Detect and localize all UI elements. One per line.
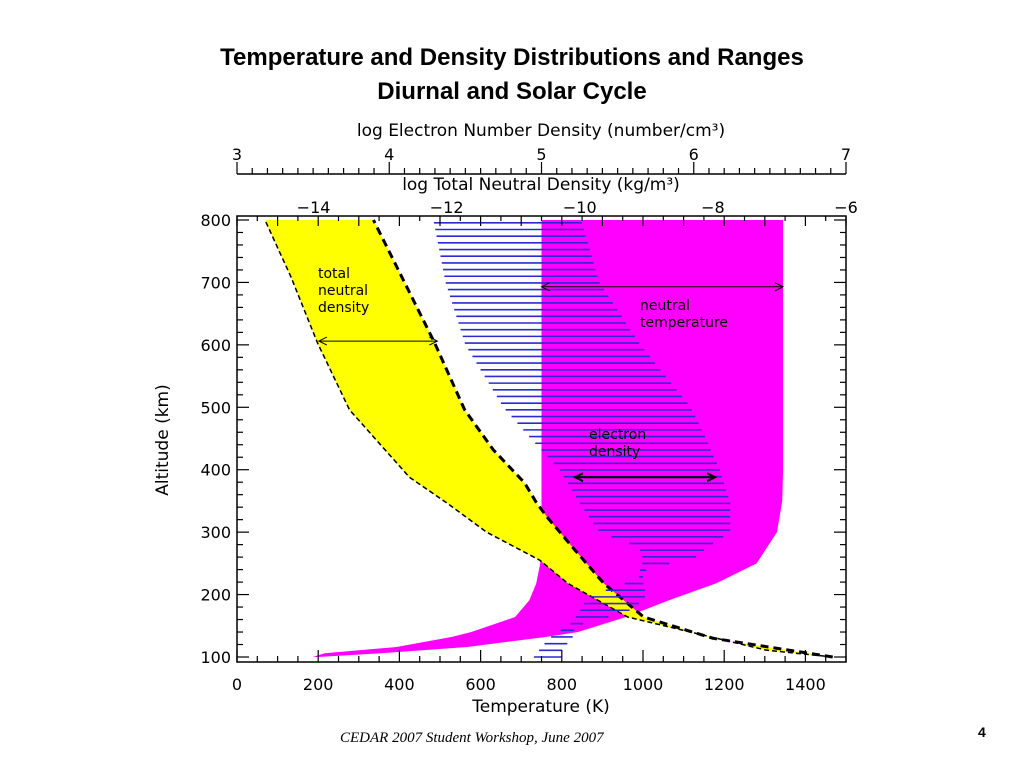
- top-electron-tick-label: 5: [536, 145, 546, 164]
- electron-density-range-arrow-head-left: [572, 472, 584, 483]
- x-tick-label: 800: [547, 675, 578, 694]
- y-tick-label: 500: [200, 398, 231, 417]
- slide-subtitle: Diurnal and Solar Cycle: [377, 78, 647, 105]
- electron-density-label-line: density: [589, 444, 640, 460]
- neutral-temperature-label-line: neutral: [640, 298, 690, 314]
- slide-title: Temperature and Density Distributions an…: [220, 44, 804, 71]
- electron-density-label-line: electron: [589, 427, 646, 443]
- page-number: 4: [978, 724, 986, 740]
- y-tick-label: 400: [200, 461, 231, 480]
- y-tick-label: 600: [200, 336, 231, 355]
- y-tick-label: 100: [200, 648, 231, 667]
- y-axis-label: Altitude (km): [153, 384, 173, 496]
- total-neutral-density-label-line: neutral: [318, 283, 368, 299]
- x-tick-label: 1400: [785, 675, 826, 694]
- neutral-density-high-boundary: [372, 219, 833, 659]
- neutral-density-range-arrow-head-right: [429, 336, 439, 346]
- top-electron-tick-label: 7: [841, 145, 851, 164]
- total-neutral-density-band: [264, 220, 833, 657]
- neutral-temperature-range-arrow-head-right: [774, 282, 785, 292]
- top-neutral-axis-label: log Total Neutral Density (kg/m³): [402, 175, 680, 195]
- x-tick-label: 0: [232, 675, 242, 694]
- top-neutral-tick-label: −8: [701, 198, 725, 217]
- y-tick-label: 200: [200, 586, 231, 605]
- top-electron-axis-label: log Electron Number Density (number/cm³): [357, 121, 725, 141]
- y-tick-label: 800: [200, 211, 231, 230]
- x-tick-label: 200: [303, 675, 334, 694]
- top-neutral-tick-label: −10: [563, 198, 597, 217]
- top-neutral-tick-label: −12: [430, 198, 464, 217]
- x-axis-label: Temperature (K): [471, 697, 610, 717]
- neutral-density-low-boundary: [264, 219, 833, 658]
- x-tick-label: 1000: [623, 675, 664, 694]
- neutral-temperature-band: [312, 220, 784, 657]
- top-electron-tick-label: 6: [689, 145, 699, 164]
- top-electron-tick-label: 4: [384, 145, 394, 164]
- footer-text: CEDAR 2007 Student Workshop, June 2007: [340, 730, 604, 746]
- x-tick-label: 1200: [704, 675, 745, 694]
- total-neutral-density-label-line: density: [318, 300, 369, 316]
- y-tick-label: 300: [200, 523, 231, 542]
- neutral-density-range-arrow-head-left: [317, 336, 328, 346]
- top-electron-tick-label: 3: [232, 145, 242, 164]
- y-tick-label: 700: [200, 273, 231, 292]
- electron-density-range-arrow-head-right: [706, 472, 718, 483]
- neutral-temperature-range-arrow-head-left: [540, 282, 550, 292]
- top-neutral-tick-label: −6: [834, 198, 858, 217]
- x-tick-label: 400: [384, 675, 415, 694]
- total-neutral-density-label-line: total: [318, 266, 350, 282]
- top-neutral-tick-label: −14: [297, 198, 331, 217]
- x-tick-label: 600: [465, 675, 496, 694]
- neutral-temperature-label-line: temperature: [640, 315, 728, 331]
